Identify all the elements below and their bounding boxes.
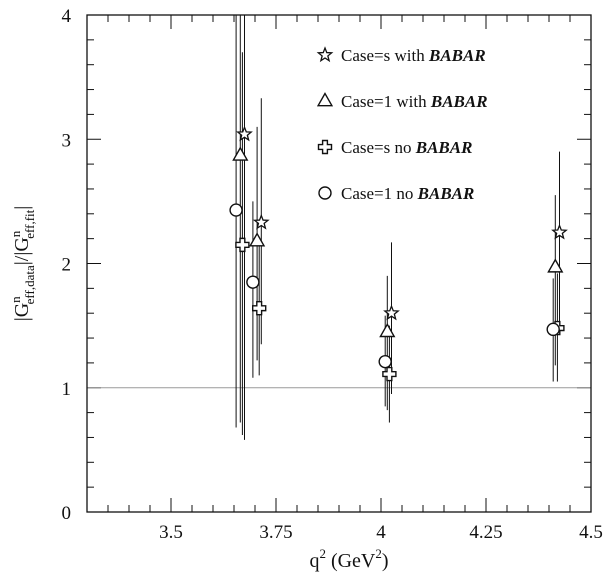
y-tick-label: 3 xyxy=(62,130,72,151)
circle-marker-shape xyxy=(546,322,560,337)
cross-marker-shape xyxy=(382,366,397,382)
data-point-star-2 xyxy=(383,304,400,321)
data-point-circle-0 xyxy=(229,203,243,217)
x-tick-label: 4 xyxy=(376,522,386,543)
legend-marker-cross xyxy=(317,139,333,155)
error-bars xyxy=(235,15,560,440)
data-point-star-3 xyxy=(551,223,568,240)
star-marker-shape xyxy=(252,213,270,230)
data-point-triangle-1 xyxy=(248,232,266,247)
axis-ticks xyxy=(86,14,592,513)
data-point-star-0 xyxy=(236,125,253,142)
star-marker-shape xyxy=(383,304,400,321)
cross-marker-shape xyxy=(235,237,250,253)
triangle-marker-shape xyxy=(232,146,249,161)
legend-entry-label: Case=s with BABAR xyxy=(341,46,486,65)
triangle-marker-shape xyxy=(248,232,266,247)
tick-labels: 3.5 3.75 4 4.25 4.5 0 1 2 3 4 xyxy=(62,6,603,543)
legend-marker-triangle xyxy=(316,92,334,107)
x-axis-label: q2 (GeV2) xyxy=(309,546,388,572)
triangle-marker-shape xyxy=(547,258,564,273)
triangle-marker-shape xyxy=(316,92,334,107)
y-tick-label: 4 xyxy=(62,6,72,27)
cross-marker-shape xyxy=(252,301,267,316)
circle-marker-shape xyxy=(229,203,243,217)
data-point-circle-3 xyxy=(546,322,560,337)
data-point-triangle-0 xyxy=(232,146,249,161)
legend-entry-label: Case=s no BABAR xyxy=(341,138,472,157)
circle-marker-shape xyxy=(318,186,332,200)
triangle-marker-shape xyxy=(379,322,396,338)
y-tick-label: 0 xyxy=(62,503,72,524)
data-point-cross-2 xyxy=(382,366,397,382)
star-marker-shape xyxy=(236,125,253,142)
legend-entry-label: Case=1 no BABAR xyxy=(341,184,474,203)
x-tick-label: 4.5 xyxy=(579,522,603,543)
data-point-cross-0 xyxy=(235,237,250,253)
data-point-star-1 xyxy=(252,213,270,230)
x-tick-label: 4.25 xyxy=(469,522,502,543)
y-axis-label: |Gneff,data|/|Gneff,fit| xyxy=(8,206,37,322)
circle-marker-shape xyxy=(246,275,260,289)
y-tick-label: 1 xyxy=(62,379,72,400)
legend-marker-star xyxy=(316,46,334,63)
data-point-cross-1 xyxy=(252,301,267,316)
data-markers xyxy=(229,125,568,382)
legend-entry-label: Case=1 with BABAR xyxy=(341,92,488,111)
star-marker-shape xyxy=(551,223,568,240)
x-tick-label: 3.5 xyxy=(159,522,183,543)
cross-marker-shape xyxy=(317,139,333,155)
data-point-circle-1 xyxy=(246,275,260,289)
data-point-circle-2 xyxy=(378,354,392,369)
plot-frame xyxy=(86,14,592,513)
x-tick-label: 3.75 xyxy=(259,522,292,543)
data-point-triangle-2 xyxy=(379,322,396,338)
circle-marker-shape xyxy=(378,354,392,369)
star-marker-shape xyxy=(316,46,334,63)
legend: Case=s with BABAR Case=1 with BABAR Case=s… xyxy=(316,46,488,203)
data-point-triangle-3 xyxy=(547,258,564,273)
legend-marker-circle xyxy=(318,186,332,200)
y-tick-label: 2 xyxy=(62,255,72,276)
